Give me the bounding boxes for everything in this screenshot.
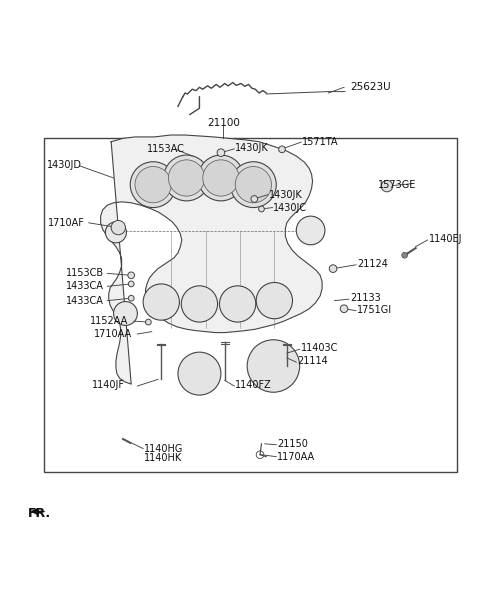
Circle shape [340,305,348,313]
Text: 1140JF: 1140JF [92,380,125,390]
Text: 21150: 21150 [277,439,308,449]
Text: 1710AF: 1710AF [48,218,85,228]
Polygon shape [101,135,322,384]
Circle shape [329,265,337,273]
Text: 1140HG: 1140HG [144,444,183,453]
Text: 21124: 21124 [357,259,388,269]
Circle shape [143,284,180,320]
Text: 11403C: 11403C [301,344,338,353]
Text: 21100: 21100 [207,118,240,128]
Circle shape [203,160,239,196]
Circle shape [111,221,125,235]
Circle shape [130,162,176,208]
Text: 1153AC: 1153AC [147,144,185,155]
Text: 21114: 21114 [297,356,328,366]
Circle shape [198,155,244,201]
Circle shape [402,253,408,258]
Circle shape [168,160,204,196]
Circle shape [251,196,258,202]
Circle shape [145,319,151,325]
Text: 1710AA: 1710AA [95,329,132,339]
Text: 1140EJ: 1140EJ [429,233,462,244]
Circle shape [259,206,264,212]
Circle shape [256,282,292,319]
Circle shape [279,146,285,153]
Circle shape [181,286,217,322]
Text: 1153CB: 1153CB [66,268,104,278]
Text: FR.: FR. [28,507,51,521]
Text: 1170AA: 1170AA [277,451,315,462]
Circle shape [235,167,272,203]
Bar [44,138,457,473]
Circle shape [114,302,137,325]
Circle shape [164,155,209,201]
Text: 1430JK: 1430JK [235,143,269,153]
Text: 1152AA: 1152AA [90,316,128,326]
Text: 21133: 21133 [350,293,381,303]
Circle shape [128,281,134,287]
Circle shape [106,222,126,243]
Circle shape [128,295,134,301]
Circle shape [381,181,393,192]
Text: 1433CA: 1433CA [66,296,104,305]
Text: 1433CA: 1433CA [66,281,104,291]
Text: 1573GE: 1573GE [378,179,417,190]
Circle shape [247,340,300,392]
Circle shape [217,149,225,156]
Text: 1751GI: 1751GI [357,305,392,315]
Text: 25623U: 25623U [350,82,390,92]
Circle shape [135,167,171,203]
Circle shape [219,286,256,322]
Text: 1140FZ: 1140FZ [235,380,272,390]
Text: 1430JD: 1430JD [47,159,82,170]
Text: 1571TA: 1571TA [302,137,338,147]
Text: 1430JC: 1430JC [274,202,308,213]
Text: 1140HK: 1140HK [144,453,182,463]
Circle shape [178,352,221,395]
Text: 1430JK: 1430JK [269,190,302,199]
Circle shape [128,272,134,279]
Circle shape [296,216,325,245]
Circle shape [230,162,276,208]
